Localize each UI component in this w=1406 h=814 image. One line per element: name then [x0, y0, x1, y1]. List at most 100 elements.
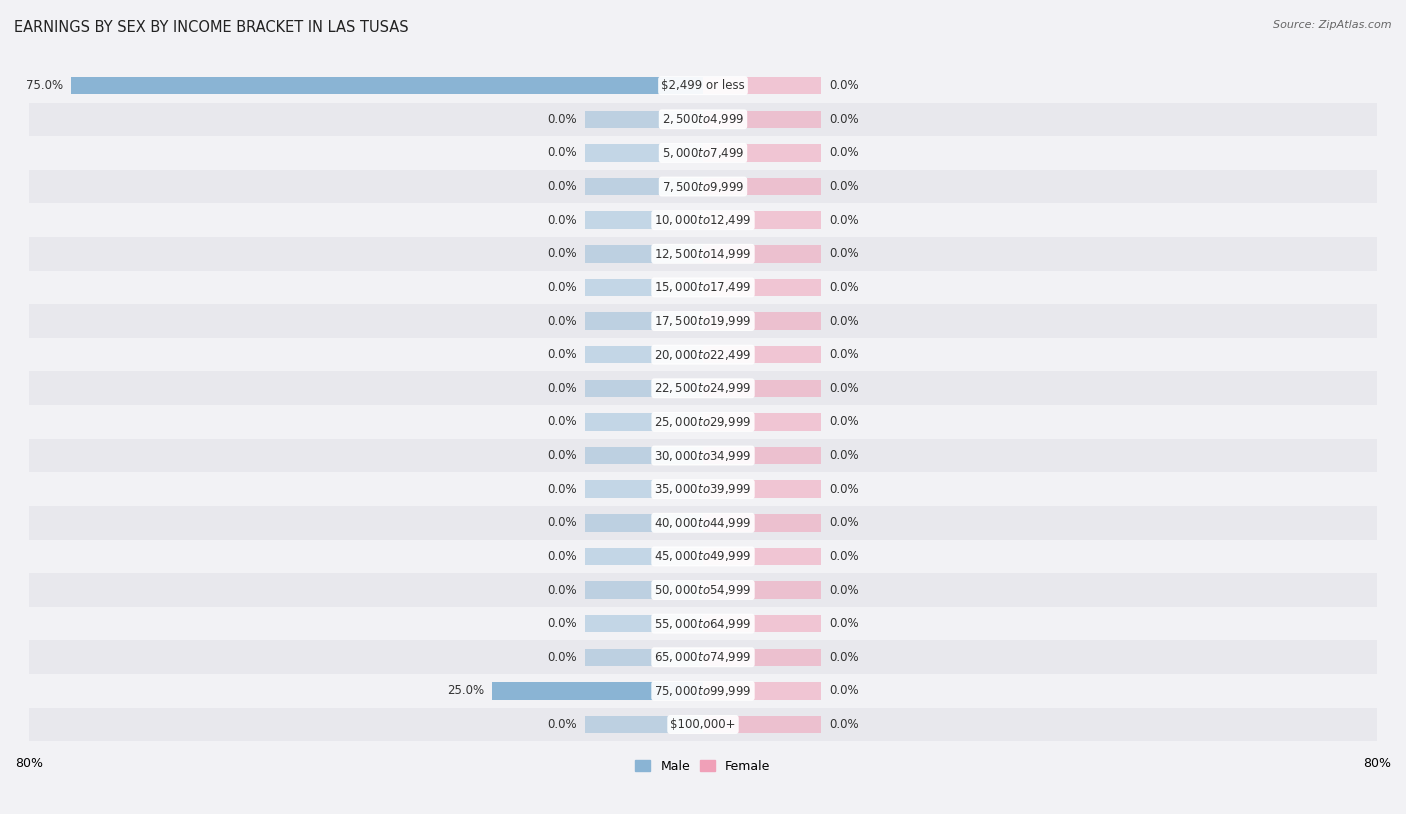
Text: 0.0%: 0.0% — [830, 449, 859, 462]
Text: 0.0%: 0.0% — [830, 180, 859, 193]
Bar — [703, 379, 821, 397]
Bar — [30, 540, 1376, 573]
Text: $7,500 to $9,999: $7,500 to $9,999 — [662, 180, 744, 194]
Text: $35,000 to $39,999: $35,000 to $39,999 — [654, 482, 752, 497]
Text: 0.0%: 0.0% — [830, 382, 859, 395]
Text: 0.0%: 0.0% — [547, 449, 576, 462]
Bar — [585, 447, 703, 464]
Text: 25.0%: 25.0% — [447, 685, 484, 698]
Text: 0.0%: 0.0% — [830, 516, 859, 529]
Bar — [703, 111, 821, 128]
Bar — [703, 649, 821, 666]
Text: $2,500 to $4,999: $2,500 to $4,999 — [662, 112, 744, 126]
Text: $40,000 to $44,999: $40,000 to $44,999 — [654, 516, 752, 530]
Bar — [703, 716, 821, 733]
Bar — [30, 69, 1376, 103]
Text: 0.0%: 0.0% — [547, 214, 576, 226]
Text: 0.0%: 0.0% — [830, 650, 859, 663]
Legend: Male, Female: Male, Female — [630, 755, 776, 777]
Text: 75.0%: 75.0% — [25, 79, 63, 92]
Bar — [585, 716, 703, 733]
Bar — [703, 245, 821, 263]
Text: 0.0%: 0.0% — [830, 584, 859, 597]
Bar — [30, 136, 1376, 170]
Bar — [585, 278, 703, 296]
Text: $30,000 to $34,999: $30,000 to $34,999 — [654, 449, 752, 462]
Text: $25,000 to $29,999: $25,000 to $29,999 — [654, 415, 752, 429]
Text: 0.0%: 0.0% — [830, 214, 859, 226]
Text: $65,000 to $74,999: $65,000 to $74,999 — [654, 650, 752, 664]
Bar — [703, 177, 821, 195]
Text: 0.0%: 0.0% — [547, 247, 576, 260]
Text: Source: ZipAtlas.com: Source: ZipAtlas.com — [1274, 20, 1392, 30]
Text: $2,499 or less: $2,499 or less — [661, 79, 745, 92]
Text: 0.0%: 0.0% — [830, 617, 859, 630]
Text: 0.0%: 0.0% — [830, 281, 859, 294]
Text: $10,000 to $12,499: $10,000 to $12,499 — [654, 213, 752, 227]
Text: 0.0%: 0.0% — [830, 113, 859, 126]
Bar — [585, 77, 703, 94]
Text: 0.0%: 0.0% — [547, 516, 576, 529]
Bar — [30, 204, 1376, 237]
Bar — [585, 414, 703, 431]
Text: $55,000 to $64,999: $55,000 to $64,999 — [654, 617, 752, 631]
Bar — [585, 313, 703, 330]
Bar — [30, 472, 1376, 506]
Text: $100,000+: $100,000+ — [671, 718, 735, 731]
Bar — [30, 170, 1376, 204]
Text: 0.0%: 0.0% — [547, 180, 576, 193]
Bar — [30, 405, 1376, 439]
Text: 0.0%: 0.0% — [830, 685, 859, 698]
Bar — [585, 548, 703, 565]
Bar — [30, 237, 1376, 270]
Bar — [703, 212, 821, 229]
Text: 0.0%: 0.0% — [830, 550, 859, 563]
Bar — [30, 270, 1376, 304]
Bar — [30, 439, 1376, 472]
Bar — [703, 77, 821, 94]
Bar — [492, 682, 703, 699]
Text: 0.0%: 0.0% — [547, 550, 576, 563]
Text: 0.0%: 0.0% — [547, 314, 576, 327]
Bar — [585, 245, 703, 263]
Bar — [585, 346, 703, 363]
Bar — [585, 615, 703, 632]
Text: $17,500 to $19,999: $17,500 to $19,999 — [654, 314, 752, 328]
Bar — [703, 682, 821, 699]
Bar — [585, 682, 703, 699]
Bar — [30, 506, 1376, 540]
Bar — [703, 447, 821, 464]
Bar — [703, 581, 821, 599]
Text: 0.0%: 0.0% — [547, 483, 576, 496]
Bar — [585, 379, 703, 397]
Bar — [585, 480, 703, 498]
Bar — [703, 278, 821, 296]
Bar — [30, 606, 1376, 641]
Bar — [30, 707, 1376, 742]
Bar — [703, 615, 821, 632]
Text: $45,000 to $49,999: $45,000 to $49,999 — [654, 549, 752, 563]
Bar — [72, 77, 703, 94]
Text: $50,000 to $54,999: $50,000 to $54,999 — [654, 583, 752, 597]
Bar — [585, 212, 703, 229]
Text: EARNINGS BY SEX BY INCOME BRACKET IN LAS TUSAS: EARNINGS BY SEX BY INCOME BRACKET IN LAS… — [14, 20, 409, 35]
Bar — [30, 371, 1376, 405]
Bar — [703, 514, 821, 532]
Bar — [585, 514, 703, 532]
Bar — [703, 548, 821, 565]
Text: 0.0%: 0.0% — [547, 415, 576, 428]
Bar — [30, 338, 1376, 371]
Bar — [585, 581, 703, 599]
Bar — [30, 641, 1376, 674]
Bar — [30, 674, 1376, 707]
Text: 0.0%: 0.0% — [547, 113, 576, 126]
Bar — [703, 144, 821, 162]
Text: 0.0%: 0.0% — [830, 147, 859, 160]
Text: 0.0%: 0.0% — [547, 281, 576, 294]
Text: 0.0%: 0.0% — [547, 382, 576, 395]
Bar — [703, 480, 821, 498]
Text: $12,500 to $14,999: $12,500 to $14,999 — [654, 247, 752, 260]
Bar — [30, 304, 1376, 338]
Text: $15,000 to $17,499: $15,000 to $17,499 — [654, 281, 752, 295]
Text: 0.0%: 0.0% — [547, 147, 576, 160]
